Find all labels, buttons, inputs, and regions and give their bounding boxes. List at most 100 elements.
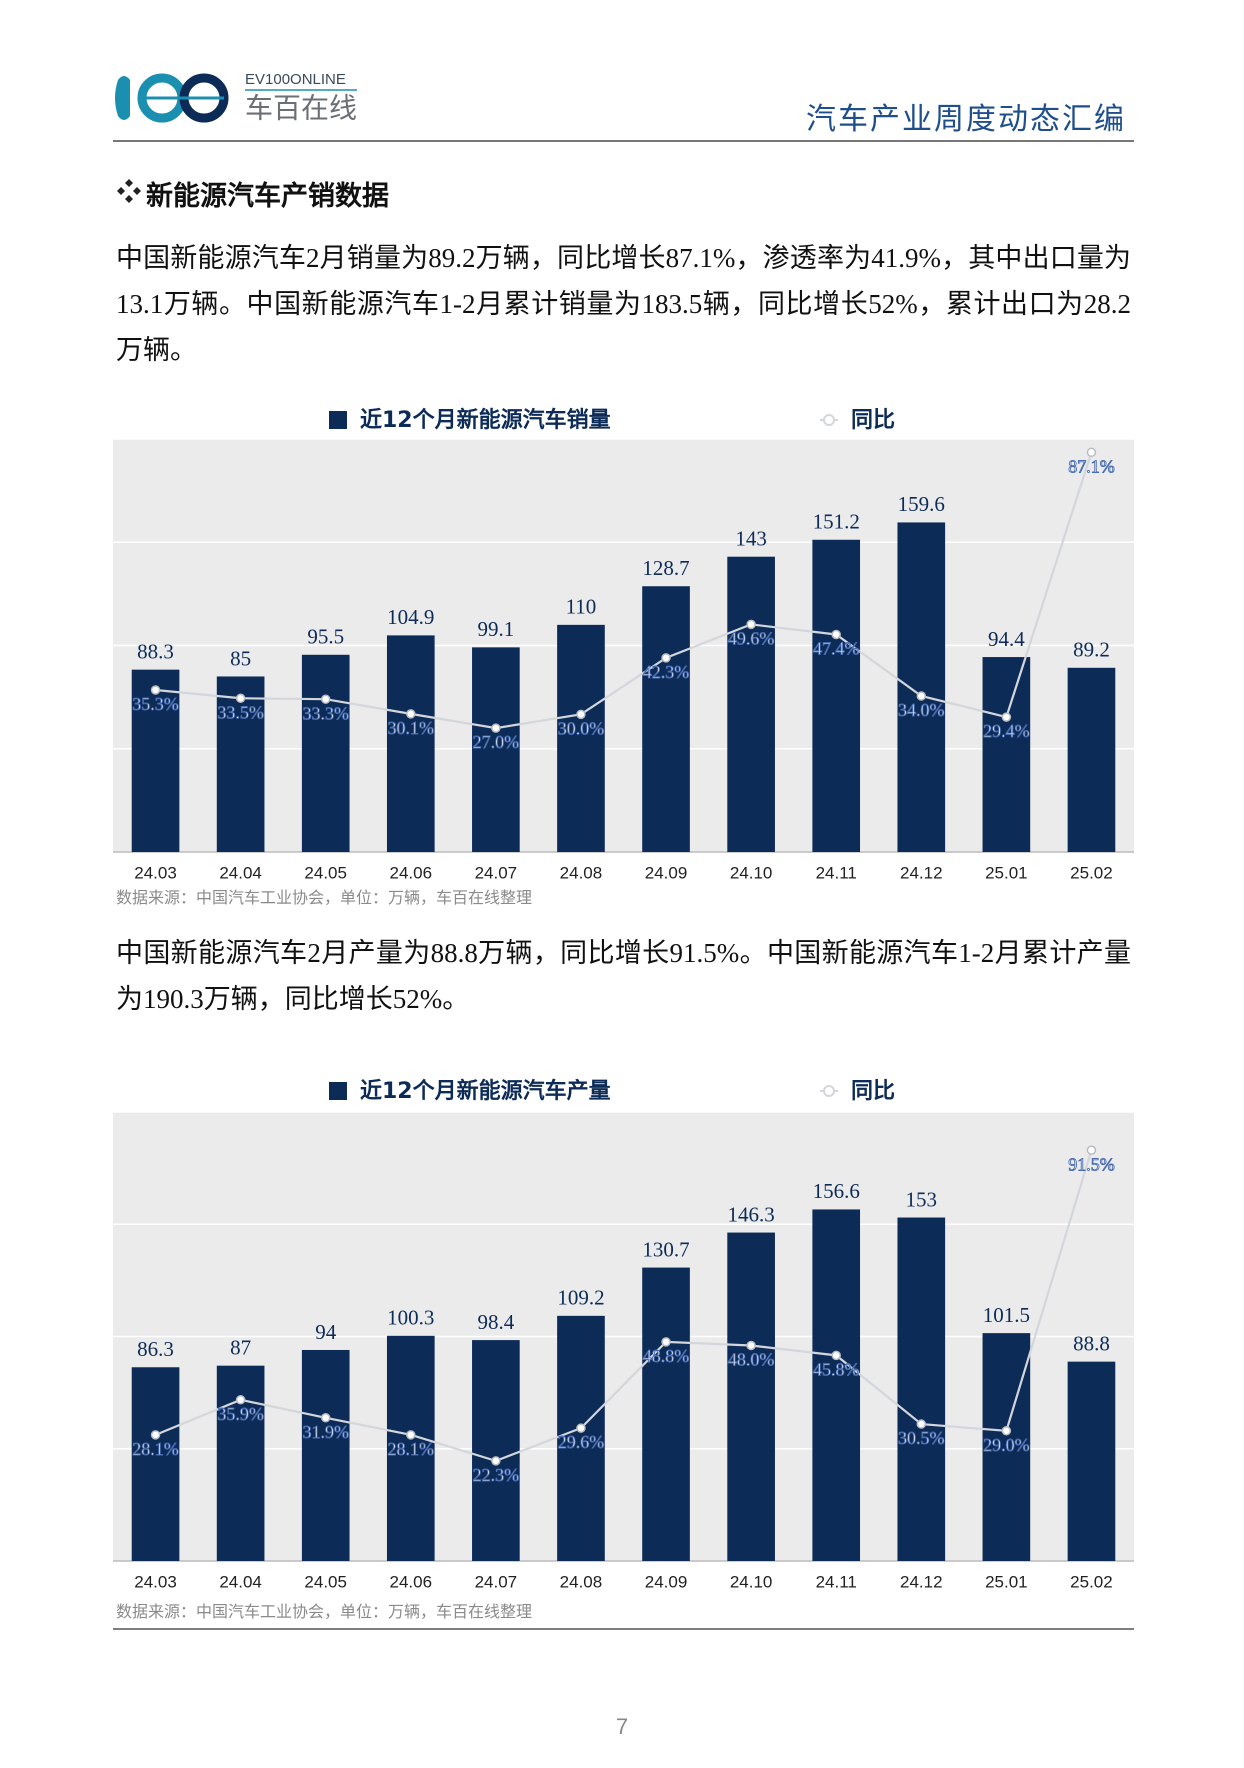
logo-en: EV100ONLINE: [245, 71, 346, 88]
x-tick-label: 24.08: [560, 1572, 603, 1591]
chart: 近12个月新能源汽车销量 同比 24.03 24.04 24.05 24.06 24.07 2…: [113, 407, 1134, 908]
bar-value-label: 99.1: [478, 617, 515, 641]
line-marker: [746, 1340, 756, 1351]
x-tick-label: 24.03: [134, 863, 177, 882]
x-tick-label: 24.06: [390, 863, 433, 882]
line-value-label: 42.3%: [643, 662, 690, 682]
bar-value-label: 156.6: [813, 1179, 860, 1203]
line-value-label: 33.3%: [302, 703, 349, 723]
line-marker: [661, 1337, 671, 1347]
bar-value-label: 110: [566, 595, 597, 619]
bar-value-label: 153: [906, 1187, 938, 1211]
line-value-label: 28.1%: [132, 1439, 179, 1459]
header-title: 汽车产业周度动态汇编: [806, 103, 1126, 136]
x-tick-label: 24.04: [219, 863, 262, 882]
bar-value-label: 98.4: [478, 1310, 515, 1334]
x-tick-label: 24.06: [390, 1572, 433, 1591]
line-marker: [1001, 1426, 1012, 1436]
paragraph: 中国新能源汽车2月销量为89.2万辆，同比增长87.1%，渗透率为41.9%，其…: [116, 243, 1131, 365]
bar-value-label: 86.3: [137, 1337, 174, 1361]
bar-value-label: 88.3: [137, 639, 174, 663]
x-tick-label: 24.09: [645, 1572, 688, 1591]
bar: [642, 1267, 690, 1561]
line-value-label: 35.3%: [132, 694, 179, 714]
line-value-label: 29.4%: [983, 721, 1030, 741]
bar: [897, 1217, 946, 1561]
line-value-label: 30.5%: [898, 1428, 945, 1448]
line-value-label: 45.8%: [813, 1359, 860, 1379]
bar: [1067, 1361, 1116, 1561]
bar: [131, 1367, 180, 1561]
x-tick-label: 25.01: [985, 863, 1028, 882]
bar-value-label: 89.2: [1073, 638, 1110, 662]
legend-swatch: [329, 411, 347, 429]
bar-value-label: 151.2: [813, 510, 860, 534]
x-tick-label: 24.10: [730, 1572, 773, 1591]
line-marker: [320, 694, 331, 704]
line: [155, 451, 1093, 730]
line-marker: [491, 1456, 501, 1466]
line-marker: [576, 709, 586, 720]
line-marker: [661, 653, 671, 663]
bar: [386, 635, 435, 852]
line-value-label: 30.0%: [558, 718, 605, 738]
line-marker: [916, 1419, 927, 1429]
paragraph: 中国新能源汽车2月产量为88.8万辆，同比增长91.5%。中国新能源汽车1-2月…: [116, 938, 1131, 1014]
legend-label: 近12个月新能源汽车销量: [360, 407, 611, 433]
line-value-label: 91.5%: [1068, 1154, 1115, 1174]
line-marker: [320, 1413, 331, 1423]
bar: [216, 676, 265, 852]
logo-cn: 车百在线: [245, 92, 357, 123]
line-marker: [1086, 447, 1097, 458]
bar: [301, 654, 350, 852]
bar-value-label: 130.7: [642, 1237, 689, 1261]
source-note: 数据来源：中国汽车工业协会，单位：万辆，车百在线整理: [116, 1603, 532, 1622]
bar: [216, 1365, 265, 1561]
legend-label: 近12个月新能源汽车产量: [360, 1078, 611, 1104]
line-marker: [235, 1395, 246, 1405]
line-marker: [916, 691, 927, 701]
bar: [897, 522, 946, 852]
bar: [1067, 667, 1116, 852]
x-tick-label: 24.10: [730, 863, 773, 882]
x-tick-label: 24.11: [816, 1572, 857, 1591]
line-marker: [1086, 1145, 1097, 1155]
line-value-label: 87.1%: [1068, 456, 1115, 476]
legend-marker: [823, 1085, 835, 1097]
line-marker: [491, 723, 501, 733]
bar-value-label: 88.8: [1073, 1331, 1110, 1355]
line-marker: [406, 709, 416, 719]
logo: EV100ONLINE 车百在线: [115, 71, 357, 123]
bar: [557, 624, 605, 852]
bar: [301, 1349, 350, 1561]
bar-value-label: 143: [735, 527, 767, 551]
line-value-label: 47.4%: [813, 639, 860, 659]
line-marker: [235, 693, 246, 704]
bar-value-label: 146.3: [728, 1202, 775, 1226]
line-value-label: 29.6%: [558, 1432, 605, 1452]
source-note: 数据来源：中国汽车工业协会，单位：万辆，车百在线整理: [116, 889, 532, 908]
line-marker: [831, 1350, 841, 1361]
bar: [982, 657, 1031, 852]
legend-marker: [823, 414, 835, 426]
line-value-label: 33.5%: [217, 702, 264, 722]
bar-value-label: 101.5: [983, 1303, 1030, 1327]
line-value-label: 27.0%: [473, 732, 520, 752]
line-value-label: 30.1%: [388, 718, 435, 738]
legend-label: 同比: [851, 408, 895, 433]
bar-value-label: 104.9: [387, 605, 434, 629]
x-tick-label: 25.02: [1070, 863, 1113, 882]
header-rule: [113, 140, 1134, 142]
bar-value-label: 128.7: [642, 556, 689, 580]
bar: [557, 1315, 605, 1561]
line: [155, 1149, 1093, 1463]
line-value-label: 34.0%: [898, 700, 945, 720]
x-tick-label: 24.12: [900, 863, 943, 882]
x-tick-label: 25.01: [985, 1572, 1028, 1591]
line-marker: [1001, 712, 1012, 722]
section-title: 新能源汽车产销数据: [146, 181, 389, 212]
x-tick-label: 24.07: [475, 863, 518, 882]
line-marker: [150, 685, 161, 695]
section-bullet: [117, 179, 141, 203]
